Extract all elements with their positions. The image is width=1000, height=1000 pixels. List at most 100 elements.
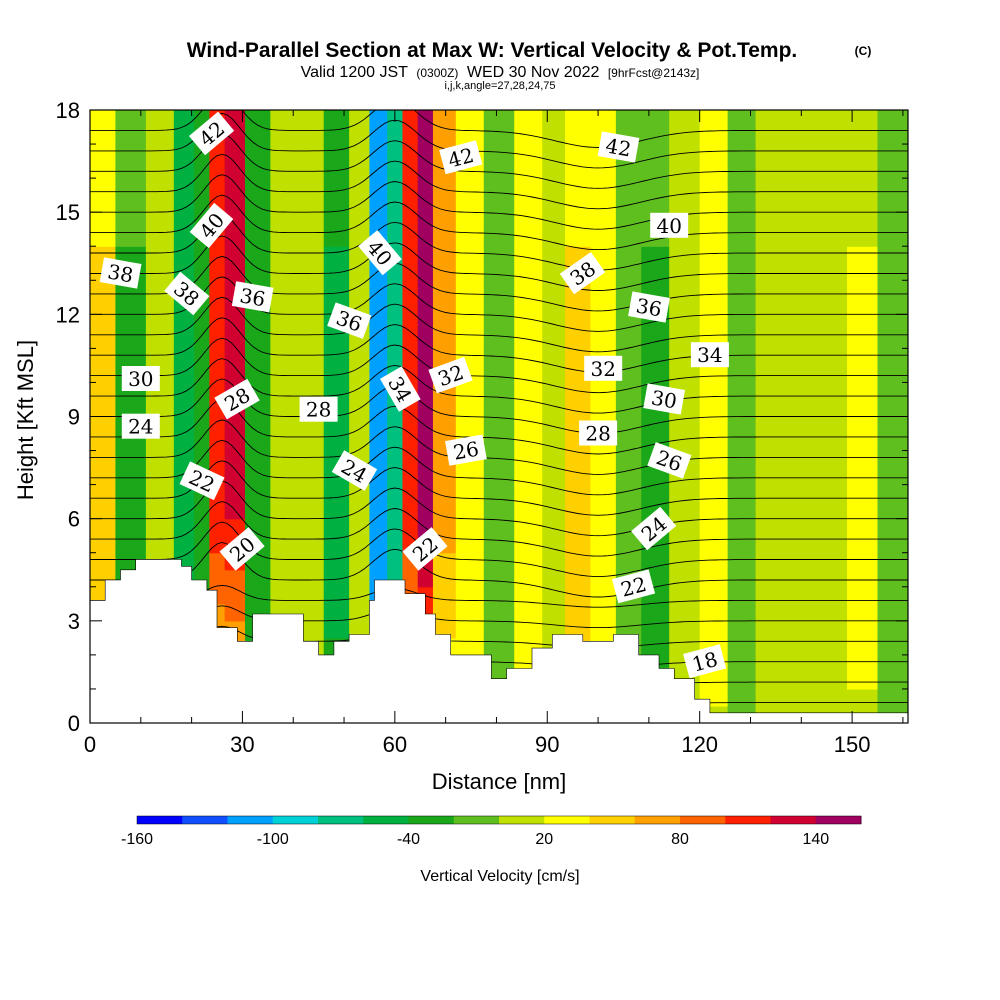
velocity-cell	[90, 552, 116, 571]
velocity-cell	[432, 620, 457, 639]
velocity-cell	[194, 433, 210, 452]
velocity-cell	[417, 348, 434, 367]
contour-label: 36	[231, 281, 274, 313]
contour-label: 36	[628, 291, 670, 323]
velocity-cell	[244, 314, 271, 332]
velocity-cell	[514, 348, 543, 367]
velocity-cell	[244, 586, 271, 605]
velocity-cell	[542, 331, 566, 349]
velocity-cell	[323, 280, 350, 298]
velocity-cell	[847, 144, 879, 162]
velocity-cell	[786, 297, 818, 315]
velocity-cell	[727, 467, 757, 486]
velocity-cell	[209, 518, 226, 537]
velocity-cell	[145, 399, 175, 418]
velocity-cell	[173, 484, 195, 503]
velocity-cell	[615, 178, 642, 196]
velocity-cell	[295, 280, 325, 298]
velocity-cell	[669, 365, 701, 384]
velocity-cell	[590, 399, 617, 418]
velocity-cell	[455, 246, 485, 264]
velocity-cell	[173, 399, 195, 418]
velocity-cell	[295, 195, 325, 213]
velocity-cell	[455, 603, 485, 622]
velocity-cell	[816, 654, 848, 673]
velocity-cell	[641, 178, 670, 196]
velocity-cell	[847, 620, 879, 639]
velocity-cell	[699, 535, 729, 554]
velocity-cell	[402, 501, 419, 520]
velocity-cell	[402, 229, 419, 247]
velocity-cell	[727, 552, 757, 571]
velocity-cell	[877, 467, 908, 486]
velocity-cell	[615, 331, 642, 349]
velocity-cell	[173, 535, 195, 554]
velocity-cell	[90, 178, 116, 196]
velocity-cell	[483, 314, 515, 332]
velocity-cell	[542, 178, 566, 196]
velocity-cell	[224, 569, 246, 588]
velocity-cell	[755, 314, 787, 332]
velocity-cell	[194, 195, 210, 213]
velocity-cell	[173, 416, 195, 435]
velocity-cell	[514, 314, 543, 332]
velocity-cell	[727, 331, 757, 349]
velocity-cell	[173, 365, 195, 384]
contour-label-box	[628, 291, 670, 323]
velocity-cell	[323, 246, 350, 264]
velocity-cell	[145, 127, 175, 145]
velocity-cell	[483, 637, 515, 656]
velocity-cell	[295, 110, 325, 128]
velocity-cell	[244, 501, 271, 520]
contour-label-text: 26	[451, 437, 480, 465]
velocity-cell	[514, 467, 543, 486]
velocity-cell	[847, 212, 879, 230]
velocity-cell	[270, 433, 297, 452]
x-tick-label: 150	[834, 732, 871, 757]
velocity-cell	[699, 195, 729, 213]
velocity-cell	[244, 195, 271, 213]
velocity-cell	[90, 382, 116, 401]
velocity-cell	[402, 450, 419, 469]
velocity-cell	[877, 280, 908, 298]
velocity-cell	[194, 552, 210, 571]
velocity-cell	[323, 110, 350, 128]
velocity-cell	[209, 433, 226, 452]
velocity-cell	[224, 161, 246, 179]
velocity-cell	[323, 161, 350, 179]
velocity-cell	[669, 110, 701, 128]
velocity-cell	[699, 280, 729, 298]
velocity-cell	[323, 433, 350, 452]
velocity-cell	[816, 178, 848, 196]
velocity-cell	[173, 433, 195, 452]
velocity-cell	[877, 195, 908, 213]
y-tick-label: 18	[56, 98, 80, 123]
velocity-cell	[615, 246, 642, 264]
velocity-cell	[669, 586, 701, 605]
velocity-cell	[699, 144, 729, 162]
contour-label: 26	[445, 434, 487, 466]
velocity-cell	[755, 127, 787, 145]
velocity-cell	[727, 178, 757, 196]
velocity-cell	[432, 212, 457, 230]
velocity-cell	[349, 586, 371, 605]
velocity-cell	[417, 195, 434, 213]
velocity-cell	[699, 314, 729, 332]
velocity-cell	[432, 603, 457, 622]
velocity-cell	[565, 212, 592, 230]
velocity-cell	[145, 229, 175, 247]
contour-label-text: 36	[634, 293, 663, 321]
velocity-cell	[816, 450, 848, 469]
velocity-cell	[755, 297, 787, 315]
velocity-cell	[323, 127, 350, 145]
velocity-cell	[295, 229, 325, 247]
velocity-cell	[590, 382, 617, 401]
colorbar-tick-label: 20	[535, 831, 553, 848]
velocity-cell	[699, 212, 729, 230]
velocity-cell	[270, 212, 297, 230]
velocity-cell	[699, 569, 729, 588]
velocity-cell	[387, 484, 404, 503]
colorbar-swatch	[137, 816, 183, 824]
velocity-cell	[699, 161, 729, 179]
